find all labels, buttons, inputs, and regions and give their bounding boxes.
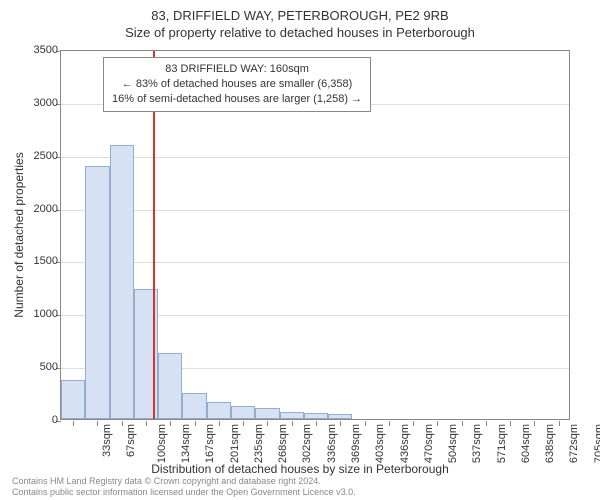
x-tick-label: 470sqm [423,424,435,463]
title-sub: Size of property relative to detached ho… [0,23,600,40]
x-tick-label: 403sqm [374,424,386,463]
bar [61,380,85,419]
bar [182,393,206,419]
bar [255,408,279,419]
annotation-line2: ← 83% of detached houses are smaller (6,… [112,77,362,92]
x-tick-label: 235sqm [253,424,265,463]
bar [158,353,182,419]
x-tick-label: 369sqm [350,424,362,463]
y-tick-label: 0 [18,414,58,426]
y-tick-label: 1500 [18,255,58,267]
x-tick-label: 504sqm [447,424,459,463]
bar [85,166,109,419]
chart-container: 83, DRIFFIELD WAY, PETERBOROUGH, PE2 9RB… [0,0,600,500]
x-tick-label: 705sqm [593,424,600,463]
footer-line2: Contains public sector information licen… [12,487,356,498]
x-tick-label: 336sqm [326,424,338,463]
x-tick-label: 33sqm [101,424,113,457]
title-main: 83, DRIFFIELD WAY, PETERBOROUGH, PE2 9RB [0,0,600,23]
annotation-box: 83 DRIFFIELD WAY: 160sqm ← 83% of detach… [103,57,371,112]
y-tick-label: 2000 [18,203,58,215]
y-tick-label: 3000 [18,97,58,109]
annotation-line3: 16% of semi-detached houses are larger (… [112,92,362,107]
x-tick-label: 201sqm [229,424,241,463]
bar [280,412,304,419]
x-tick-label: 302sqm [302,424,314,463]
y-tick-label: 3500 [18,44,58,56]
bar [207,402,231,419]
x-tick-label: 134sqm [180,424,192,463]
footer: Contains HM Land Registry data © Crown c… [12,476,356,498]
bar [304,413,328,419]
x-tick-label: 436sqm [399,424,411,463]
bar [110,145,134,419]
x-tick-label: 100sqm [156,424,168,463]
x-tick-label: 67sqm [125,424,137,457]
x-tick-label: 672sqm [569,424,581,463]
x-tick-label: 638sqm [544,424,556,463]
y-axis-label: Number of detached properties [12,152,26,317]
y-tick-label: 2500 [18,150,58,162]
x-tick-label: 571sqm [496,424,508,463]
x-tick-label: 167sqm [204,424,216,463]
bar [328,414,352,419]
annotation-line1: 83 DRIFFIELD WAY: 160sqm [112,62,362,77]
x-tick-label: 604sqm [520,424,532,463]
y-tick-label: 500 [18,361,58,373]
x-axis-label: Distribution of detached houses by size … [0,462,600,476]
x-tick-label: 537sqm [471,424,483,463]
footer-line1: Contains HM Land Registry data © Crown c… [12,476,356,487]
x-tick-label: 268sqm [277,424,289,463]
bar [231,406,255,419]
y-tick-label: 1000 [18,308,58,320]
plot-area: 83 DRIFFIELD WAY: 160sqm ← 83% of detach… [60,50,570,420]
